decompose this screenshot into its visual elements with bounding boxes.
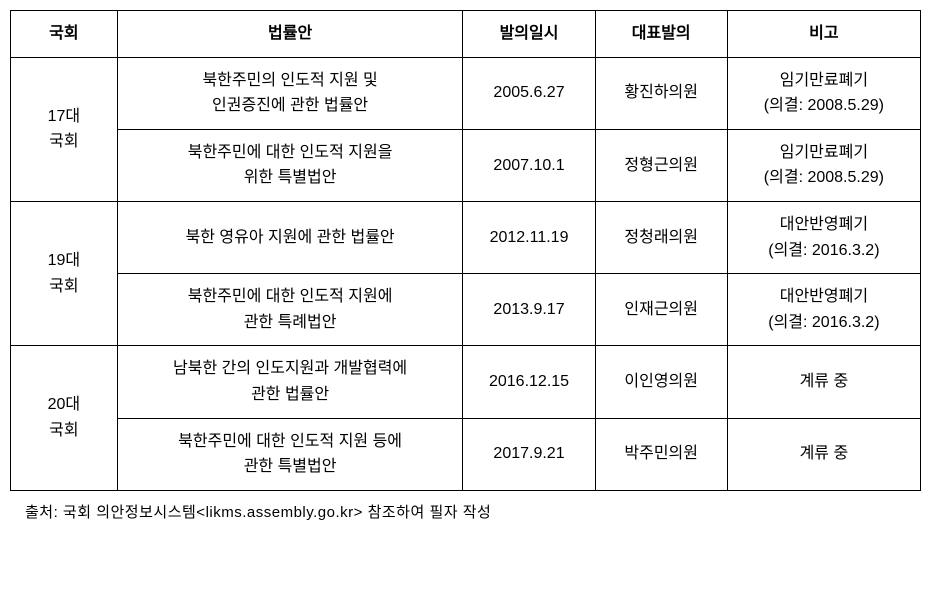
assembly-label-line2: 국회 bbox=[19, 129, 109, 155]
remarks-line1: 임기만료폐기 bbox=[736, 140, 912, 166]
remarks-line2: (의결: 2008.5.29) bbox=[736, 165, 912, 191]
bill-cell: 북한 영유아 지원에 관한 법률안 bbox=[117, 201, 463, 273]
table-row: 북한주민에 대한 인도적 지원을 위한 특별법안 2007.10.1 정형근의원… bbox=[11, 129, 921, 201]
date-cell: 2005.6.27 bbox=[463, 57, 595, 129]
remarks-line1: 계류 중 bbox=[736, 369, 912, 395]
bill-line2: 관한 특별법안 bbox=[126, 454, 455, 480]
header-bill: 법률안 bbox=[117, 11, 463, 58]
remarks-cell: 임기만료폐기 (의결: 2008.5.29) bbox=[727, 129, 920, 201]
proposer-cell: 정청래의원 bbox=[595, 201, 727, 273]
bill-line2: 인권증진에 관한 법률안 bbox=[126, 93, 455, 119]
bill-line2: 위한 특별법안 bbox=[126, 165, 455, 191]
assembly-label-line1: 20대 bbox=[19, 392, 109, 418]
assembly-label-line1: 19대 bbox=[19, 248, 109, 274]
proposer-cell: 이인영의원 bbox=[595, 346, 727, 418]
remarks-cell: 대안반영폐기 (의결: 2016.3.2) bbox=[727, 201, 920, 273]
assembly-label-line1: 17대 bbox=[19, 104, 109, 130]
header-remarks: 비고 bbox=[727, 11, 920, 58]
source-text: 출처: 국회 의안정보시스템<likms.assembly.go.kr> 참조하… bbox=[25, 501, 921, 522]
date-cell: 2017.9.21 bbox=[463, 418, 595, 490]
bill-cell: 북한주민에 대한 인도적 지원에 관한 특례법안 bbox=[117, 274, 463, 346]
date-cell: 2013.9.17 bbox=[463, 274, 595, 346]
assembly-label-line2: 국회 bbox=[19, 274, 109, 300]
table-row: 19대 국회 북한 영유아 지원에 관한 법률안 2012.11.19 정청래의… bbox=[11, 201, 921, 273]
bill-line1: 북한주민에 대한 인도적 지원을 bbox=[126, 140, 455, 166]
bill-line2: 관한 법률안 bbox=[126, 382, 455, 408]
bill-line2: 관한 특례법안 bbox=[126, 310, 455, 336]
remarks-cell: 계류 중 bbox=[727, 418, 920, 490]
bill-line1: 북한주민에 대한 인도적 지원 등에 bbox=[126, 429, 455, 455]
table-row: 북한주민에 대한 인도적 지원 등에 관한 특별법안 2017.9.21 박주민… bbox=[11, 418, 921, 490]
remarks-line1: 대안반영폐기 bbox=[736, 284, 912, 310]
table-body: 17대 국회 북한주민의 인도적 지원 및 인권증진에 관한 법률안 2005.… bbox=[11, 57, 921, 490]
remarks-cell: 계류 중 bbox=[727, 346, 920, 418]
remarks-line1: 임기만료폐기 bbox=[736, 68, 912, 94]
proposer-cell: 인재근의원 bbox=[595, 274, 727, 346]
assembly-cell: 17대 국회 bbox=[11, 57, 118, 201]
bill-line1: 북한주민에 대한 인도적 지원에 bbox=[126, 284, 455, 310]
proposer-cell: 박주민의원 bbox=[595, 418, 727, 490]
header-assembly: 국회 bbox=[11, 11, 118, 58]
bill-line1: 남북한 간의 인도지원과 개발협력에 bbox=[126, 356, 455, 382]
proposer-cell: 황진하의원 bbox=[595, 57, 727, 129]
remarks-line1: 대안반영폐기 bbox=[736, 212, 912, 238]
assembly-cell: 19대 국회 bbox=[11, 201, 118, 345]
bill-cell: 북한주민의 인도적 지원 및 인권증진에 관한 법률안 bbox=[117, 57, 463, 129]
remarks-line2: (의결: 2016.3.2) bbox=[736, 310, 912, 336]
assembly-cell: 20대 국회 bbox=[11, 346, 118, 490]
proposer-cell: 정형근의원 bbox=[595, 129, 727, 201]
remarks-line2: (의결: 2016.3.2) bbox=[736, 238, 912, 264]
remarks-cell: 대안반영폐기 (의결: 2016.3.2) bbox=[727, 274, 920, 346]
date-cell: 2016.12.15 bbox=[463, 346, 595, 418]
bill-line1: 북한 영유아 지원에 관한 법률안 bbox=[126, 225, 455, 251]
remarks-line1: 계류 중 bbox=[736, 441, 912, 467]
date-cell: 2007.10.1 bbox=[463, 129, 595, 201]
bill-line1: 북한주민의 인도적 지원 및 bbox=[126, 68, 455, 94]
table-header-row: 국회 법률안 발의일시 대표발의 비고 bbox=[11, 11, 921, 58]
table-row: 17대 국회 북한주민의 인도적 지원 및 인권증진에 관한 법률안 2005.… bbox=[11, 57, 921, 129]
table-row: 20대 국회 남북한 간의 인도지원과 개발협력에 관한 법률안 2016.12… bbox=[11, 346, 921, 418]
table-row: 북한주민에 대한 인도적 지원에 관한 특례법안 2013.9.17 인재근의원… bbox=[11, 274, 921, 346]
bills-table: 국회 법률안 발의일시 대표발의 비고 17대 국회 북한주민의 인도적 지원 … bbox=[10, 10, 921, 491]
remarks-cell: 임기만료폐기 (의결: 2008.5.29) bbox=[727, 57, 920, 129]
bill-cell: 북한주민에 대한 인도적 지원 등에 관한 특별법안 bbox=[117, 418, 463, 490]
remarks-line2: (의결: 2008.5.29) bbox=[736, 93, 912, 119]
header-date: 발의일시 bbox=[463, 11, 595, 58]
assembly-label-line2: 국회 bbox=[19, 418, 109, 444]
header-proposer: 대표발의 bbox=[595, 11, 727, 58]
bill-cell: 남북한 간의 인도지원과 개발협력에 관한 법률안 bbox=[117, 346, 463, 418]
date-cell: 2012.11.19 bbox=[463, 201, 595, 273]
bill-cell: 북한주민에 대한 인도적 지원을 위한 특별법안 bbox=[117, 129, 463, 201]
